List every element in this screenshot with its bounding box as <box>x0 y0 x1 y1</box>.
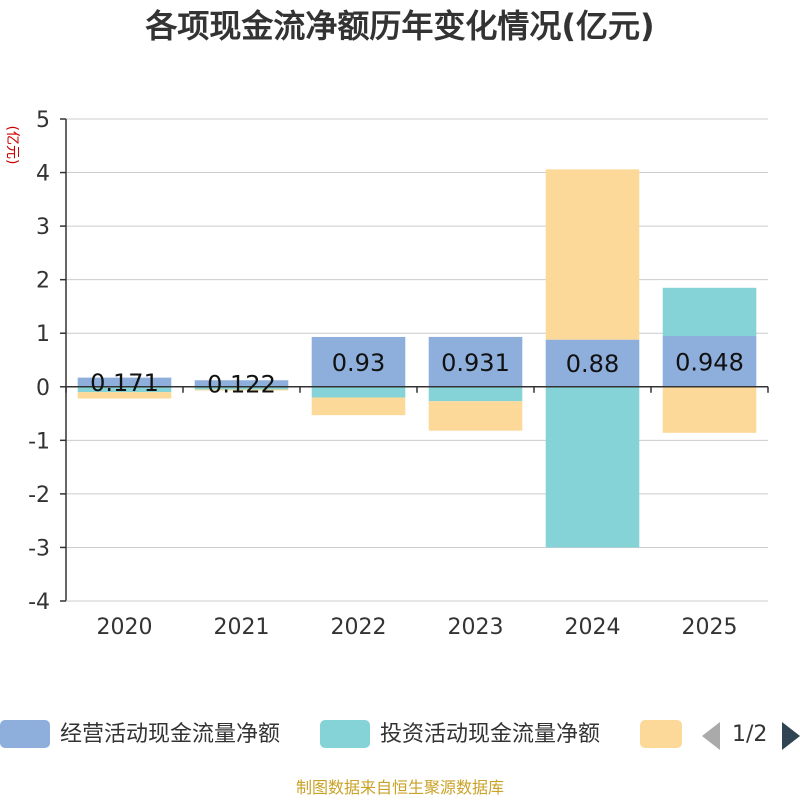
legend-pager: 1/2 <box>700 718 800 752</box>
y-tick-label: 3 <box>36 215 50 240</box>
y-tick-label: 5 <box>36 108 50 133</box>
bar-2024-series-0[interactable] <box>545 339 640 387</box>
y-tick-label: -2 <box>28 483 50 508</box>
legend-label-investing: 投资活动现金流量净额 <box>380 722 601 747</box>
x-tick-label-2023: 2023 <box>448 615 504 640</box>
data-label-2025: 0.948 <box>675 348 744 376</box>
axes: 5 4 3 2 1 0 -1 -2 -3 -4 2020 2021 2022 2023 2024 2025 <box>28 108 769 640</box>
bar-2021-series-2[interactable] <box>194 389 289 391</box>
chart-title: 各项现金流净额历年变化情况(亿元) <box>145 7 655 45</box>
y-tick-label: -1 <box>28 429 50 454</box>
x-tick-label-2022: 2022 <box>331 615 387 640</box>
bar-2024-series-1[interactable] <box>545 386 640 548</box>
data-label-2022: 0.93 <box>332 349 385 377</box>
bar-2021-series-1[interactable] <box>194 386 289 390</box>
data-label-2023: 0.931 <box>441 349 510 377</box>
x-tick-label-2024: 2024 <box>565 615 621 640</box>
bar-2020-series-0[interactable] <box>77 377 172 387</box>
y-tick-label: -4 <box>28 590 50 615</box>
bar-2022-series-2[interactable] <box>311 397 406 416</box>
legend-swatch-operating <box>0 720 50 748</box>
bar-2025-series-0[interactable] <box>662 336 757 387</box>
data-label-2020: 0.171 <box>90 369 159 397</box>
bar-2025-series-1[interactable] <box>662 287 757 337</box>
bar-2022-series-1[interactable] <box>311 386 406 398</box>
legend-page-indicator: 1/2 <box>732 722 768 747</box>
bar-2021-series-0[interactable] <box>194 380 289 387</box>
bar-2023-series-2[interactable] <box>428 401 523 431</box>
bar-2020-series-1[interactable] <box>77 386 172 393</box>
x-tick-label-2025: 2025 <box>682 615 738 640</box>
y-tick-label: 1 <box>36 322 50 347</box>
legend-swatch-investing <box>320 720 370 748</box>
y-tick-label: 4 <box>36 162 50 187</box>
bar-2023-series-1[interactable] <box>428 386 523 402</box>
bar-2022-series-0[interactable] <box>311 336 406 387</box>
legend-label-operating: 经营活动现金流量净额 <box>60 722 281 747</box>
y-axis-label: (亿元) <box>4 126 20 165</box>
legend-next-icon[interactable] <box>782 722 800 750</box>
data-label-2024: 0.88 <box>566 350 619 378</box>
legend-swatch-financing <box>640 720 682 748</box>
bar-2024-series-2[interactable] <box>545 169 640 340</box>
bar-2020-series-2[interactable] <box>77 392 172 399</box>
y-tick-label: 2 <box>36 269 50 294</box>
y-tick-label: -3 <box>28 536 50 561</box>
y-tick-label: 0 <box>36 376 50 401</box>
data-label-2021: 0.122 <box>207 371 276 399</box>
x-tick-label-2020: 2020 <box>97 615 153 640</box>
bars-group <box>77 169 757 548</box>
bar-2025-series-2[interactable] <box>662 386 757 433</box>
bar-2023-series-0[interactable] <box>428 336 523 387</box>
legend-prev-icon[interactable] <box>702 722 720 750</box>
legend: 经营活动现金流量净额 投资活动现金流量净额 1/2 <box>0 712 800 756</box>
data-labels: 0.171 0.122 0.93 0.931 0.88 0.948 <box>90 348 744 398</box>
source-note: 制图数据来自恒生聚源数据库 <box>295 778 504 797</box>
x-tick-label-2021: 2021 <box>214 615 270 640</box>
